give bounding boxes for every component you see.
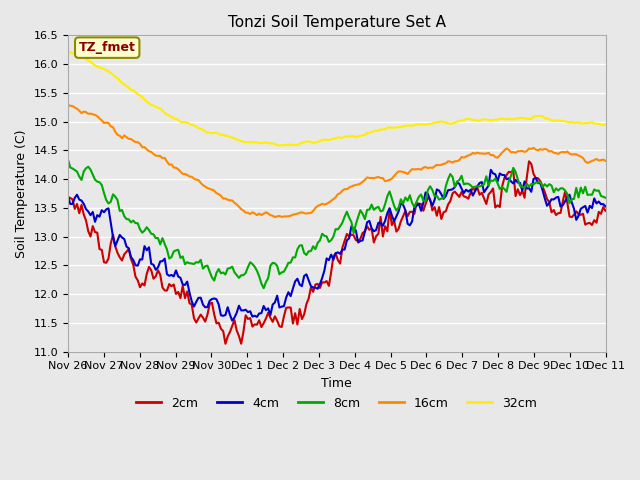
2cm [602,208,609,214]
8cm [86,167,94,172]
4cm [150,262,157,268]
16cm [422,164,429,170]
32cm [422,122,429,128]
8cm [150,231,157,237]
16cm [566,151,573,156]
16cm [86,111,94,117]
8cm [260,285,268,291]
16cm [64,102,72,108]
4cm [86,212,94,218]
16cm [246,211,254,217]
4cm [602,204,609,209]
32cm [64,49,72,55]
Y-axis label: Soil Temperature (C): Soil Temperature (C) [15,129,28,258]
32cm [150,103,157,108]
4cm [568,200,575,205]
8cm [246,259,254,265]
2cm [64,194,72,200]
Line: 32cm: 32cm [68,52,605,145]
4cm [228,318,236,324]
Title: Tonzi Soil Temperature Set A: Tonzi Soil Temperature Set A [228,15,446,30]
8cm [64,157,72,163]
8cm [422,198,429,204]
4cm [422,190,429,195]
X-axis label: Time: Time [321,377,352,390]
16cm [602,158,609,164]
2cm [568,214,575,220]
2cm [150,276,157,282]
2cm [422,201,429,207]
Line: 16cm: 16cm [68,105,605,217]
2cm [221,341,229,347]
2cm [86,234,94,240]
4cm [64,193,72,199]
8cm [100,190,108,196]
32cm [86,59,94,65]
16cm [271,214,279,220]
Legend: 2cm, 4cm, 8cm, 16cm, 32cm: 2cm, 4cm, 8cm, 16cm, 32cm [131,392,542,415]
8cm [602,195,609,201]
2cm [100,259,108,265]
16cm [150,151,157,157]
32cm [276,143,284,148]
8cm [566,200,573,206]
Line: 8cm: 8cm [68,160,605,288]
16cm [100,120,108,126]
32cm [246,140,254,145]
2cm [525,158,533,164]
32cm [602,121,609,127]
Text: TZ_fmet: TZ_fmet [79,41,136,54]
4cm [248,314,256,320]
2cm [248,324,256,329]
Line: 4cm: 4cm [68,170,605,321]
4cm [487,167,495,173]
4cm [100,209,108,215]
32cm [100,66,108,72]
Line: 2cm: 2cm [68,161,605,344]
32cm [566,120,573,125]
